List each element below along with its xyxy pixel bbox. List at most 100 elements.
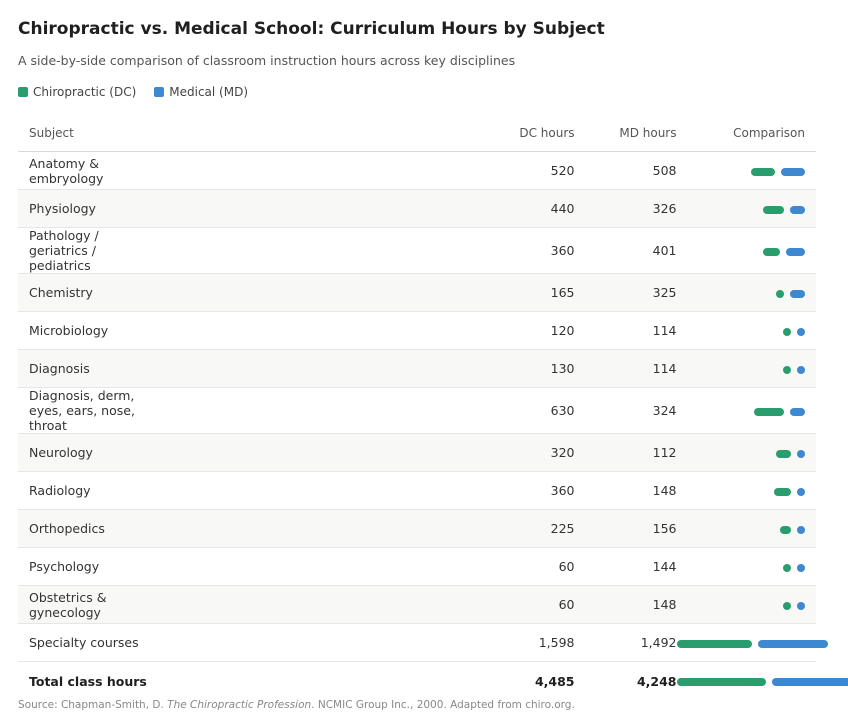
dc-hours-cell: 630 — [157, 387, 575, 434]
bar-dc — [780, 525, 791, 534]
bar-md — [781, 167, 805, 176]
comparison-cell — [676, 509, 816, 548]
comparison-cell — [676, 189, 816, 228]
table-row: Pathology / geriatrics / pediatrics 360 40… — [18, 227, 816, 274]
comparison-bars — [780, 525, 805, 534]
subject-cell: Total class hours — [29, 673, 147, 689]
comparison-bars — [763, 205, 805, 214]
bar-md — [797, 449, 805, 458]
bar-md — [797, 525, 805, 534]
subject-cell: Neurology — [18, 433, 158, 472]
curriculum-table: Subject DC hours MD hours Comparison Ana… — [18, 115, 848, 701]
table-row: Diagnosis 130 114 — [18, 349, 816, 388]
bar-dc — [763, 247, 781, 256]
table-row: Neurology 320 112 — [18, 433, 816, 472]
md-hours-cell: 326 — [574, 189, 677, 228]
legend-swatch-md — [154, 87, 165, 97]
comparison-cell — [676, 623, 828, 662]
bar-dc — [783, 563, 791, 572]
table-body: Anatomy & embryology 520 508 Physiology 440 3… — [18, 151, 848, 701]
dc-hours-cell: 360 — [157, 471, 575, 510]
header-md-hours: MD hours — [574, 115, 677, 152]
bar-md — [797, 327, 805, 336]
bar-md — [797, 601, 805, 610]
comparison-cell — [676, 311, 816, 350]
comparison-cell — [676, 433, 816, 472]
bar-md — [789, 289, 805, 298]
comparison-cell — [676, 349, 816, 388]
table-row: Obstetrics & gynecology 60 148 — [18, 585, 816, 624]
source-suffix: . NCMIC Group Inc., 2000. Adapted from c… — [311, 699, 575, 711]
dc-hours-cell: 4,485 — [534, 673, 575, 689]
md-hours-cell: 4,248 — [636, 673, 677, 689]
bar-md — [757, 639, 828, 648]
md-hours-cell: 114 — [574, 349, 677, 388]
comparison-bars — [783, 563, 805, 572]
subject-cell: Pathology / geriatrics / pediatrics — [18, 227, 158, 274]
bar-md — [797, 563, 805, 572]
total-row: Total class hours 4,485 4,248 — [18, 662, 848, 701]
subject-cell: Radiology — [18, 471, 158, 510]
subject-cell: Obstetrics & gynecology — [18, 585, 158, 624]
comparison-bars — [783, 365, 805, 374]
subject-cell: Psychology — [18, 547, 158, 586]
bar-dc — [775, 449, 791, 458]
table-row: Anatomy & embryology 520 508 — [18, 151, 816, 190]
md-hours-cell: 325 — [574, 273, 677, 312]
md-hours-cell: 324 — [574, 387, 677, 434]
bar-dc — [783, 327, 791, 336]
comparison-cell — [676, 662, 848, 701]
comparison-cell — [676, 273, 816, 312]
table-row: Radiology 360 148 — [18, 471, 816, 510]
dc-hours-cell: 165 — [157, 273, 575, 312]
bar-dc — [676, 678, 766, 686]
comparison-bars — [775, 449, 805, 458]
bar-dc — [774, 487, 791, 496]
comparison-cell — [676, 547, 816, 586]
comparison-bars — [676, 678, 848, 686]
bar-dc — [676, 639, 752, 648]
subject-cell: Chemistry — [18, 273, 158, 312]
comparison-bars — [775, 289, 805, 298]
bar-dc — [783, 601, 791, 610]
legend: Chiropractic (DC) Medical (MD) — [18, 85, 848, 99]
chart-title: Chiropractic vs. Medical School: Curricu… — [18, 19, 605, 39]
subject-cell: Anatomy & embryology — [18, 151, 158, 190]
table-row: Specialty courses 1,598 1,492 — [18, 623, 828, 662]
md-hours-cell: 508 — [574, 151, 677, 190]
dc-hours-cell: 225 — [157, 509, 575, 548]
legend-item-dc: Chiropractic (DC) — [18, 85, 136, 99]
subject-cell: Physiology — [18, 189, 158, 228]
comparison-bars — [763, 247, 805, 256]
bar-dc — [750, 167, 776, 176]
subject-cell: Diagnosis — [18, 349, 158, 388]
legend-label-md: Medical (MD) — [169, 85, 249, 99]
bar-dc — [775, 289, 784, 298]
legend-label-dc: Chiropractic (DC) — [33, 85, 137, 99]
md-hours-cell: 148 — [574, 471, 677, 510]
comparison-bars — [750, 167, 805, 176]
dc-hours-cell: 320 — [157, 433, 575, 472]
dc-hours-cell: 360 — [157, 227, 575, 274]
md-hours-cell: 148 — [574, 585, 677, 624]
bar-md — [789, 205, 805, 214]
md-hours-cell: 112 — [574, 433, 677, 472]
subject-cell: Diagnosis, derm, eyes, ears, nose, throa… — [18, 387, 158, 434]
comparison-bars — [783, 327, 805, 336]
source-note: Source: Chapman-Smith, D. The Chiropract… — [18, 699, 575, 711]
bar-dc — [763, 205, 784, 214]
table-row: Microbiology 120 114 — [18, 311, 816, 350]
bar-md — [797, 487, 805, 496]
subject-cell: Microbiology — [18, 311, 158, 350]
legend-item-md: Medical (MD) — [154, 85, 248, 99]
dc-hours-cell: 520 — [157, 151, 575, 190]
comparison-cell — [676, 387, 816, 434]
md-hours-cell: 144 — [574, 547, 677, 586]
comparison-bars — [783, 601, 805, 610]
comparison-cell — [676, 227, 816, 274]
bar-md — [797, 365, 805, 374]
dc-hours-cell: 120 — [157, 311, 575, 350]
dc-hours-cell: 1,598 — [157, 623, 575, 662]
header-row: Subject DC hours MD hours Comparison — [18, 115, 816, 152]
table-row: Physiology 440 326 — [18, 189, 816, 228]
